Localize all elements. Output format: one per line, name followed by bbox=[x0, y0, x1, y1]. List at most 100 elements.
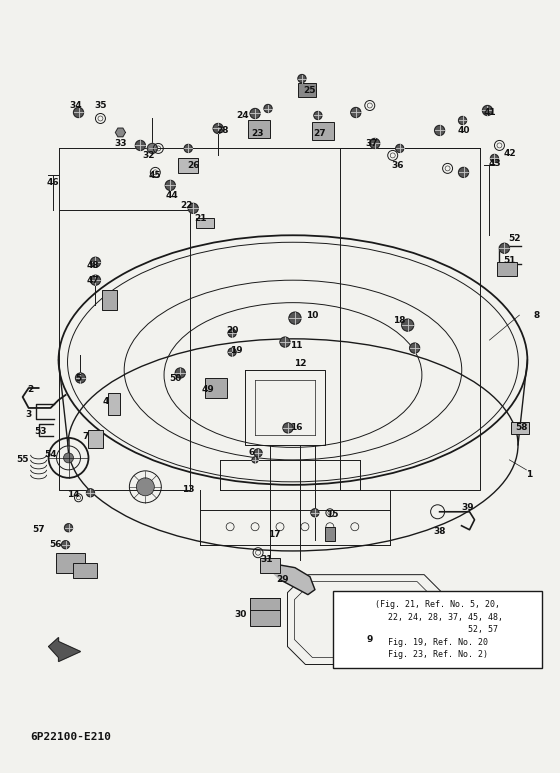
Text: 3: 3 bbox=[26, 410, 32, 420]
Text: 7: 7 bbox=[82, 432, 88, 441]
Text: 55: 55 bbox=[16, 455, 29, 465]
Text: 17: 17 bbox=[268, 530, 281, 540]
Text: 9: 9 bbox=[367, 635, 373, 644]
Text: 29: 29 bbox=[277, 575, 290, 584]
Bar bbox=[72, 563, 97, 577]
Text: 20: 20 bbox=[226, 325, 239, 335]
Circle shape bbox=[63, 453, 73, 463]
Circle shape bbox=[213, 124, 223, 134]
Circle shape bbox=[228, 348, 236, 356]
Circle shape bbox=[289, 312, 301, 324]
Text: 54: 54 bbox=[44, 451, 57, 459]
Bar bbox=[312, 122, 334, 141]
Bar bbox=[109, 393, 120, 415]
Circle shape bbox=[459, 117, 466, 124]
Text: 39: 39 bbox=[461, 503, 474, 512]
Circle shape bbox=[435, 125, 445, 135]
Circle shape bbox=[402, 319, 414, 331]
Text: 40: 40 bbox=[458, 126, 470, 135]
Circle shape bbox=[252, 457, 258, 463]
Polygon shape bbox=[270, 565, 315, 594]
Text: 49: 49 bbox=[202, 386, 214, 394]
Circle shape bbox=[184, 145, 192, 152]
Text: 25: 25 bbox=[304, 86, 316, 95]
Circle shape bbox=[264, 104, 272, 113]
Bar bbox=[325, 526, 335, 541]
Text: 1: 1 bbox=[526, 470, 533, 479]
Text: 35: 35 bbox=[94, 101, 107, 110]
Text: 15: 15 bbox=[325, 510, 338, 519]
Bar bbox=[260, 557, 280, 573]
Text: 6P22100-E210: 6P22100-E210 bbox=[31, 732, 111, 742]
Circle shape bbox=[188, 203, 198, 213]
Bar bbox=[298, 83, 316, 97]
Text: 27: 27 bbox=[314, 129, 326, 138]
Bar bbox=[333, 591, 542, 669]
Text: 46: 46 bbox=[46, 178, 59, 187]
Circle shape bbox=[165, 180, 175, 190]
Text: 14: 14 bbox=[67, 490, 80, 499]
Text: 32: 32 bbox=[142, 151, 155, 160]
Text: 30: 30 bbox=[234, 610, 246, 619]
Circle shape bbox=[76, 373, 86, 383]
Text: 33: 33 bbox=[114, 139, 127, 148]
Text: 2: 2 bbox=[27, 386, 34, 394]
Text: 52: 52 bbox=[508, 233, 521, 243]
Circle shape bbox=[500, 243, 510, 254]
Text: 51: 51 bbox=[503, 256, 516, 264]
Text: 28: 28 bbox=[216, 126, 228, 135]
Circle shape bbox=[459, 168, 469, 177]
Text: 41: 41 bbox=[483, 108, 496, 117]
Text: 44: 44 bbox=[166, 191, 179, 200]
Polygon shape bbox=[115, 128, 125, 137]
Text: 53: 53 bbox=[34, 427, 47, 437]
Circle shape bbox=[62, 541, 69, 549]
Bar bbox=[250, 598, 280, 625]
Text: 10: 10 bbox=[306, 311, 318, 319]
Bar bbox=[102, 290, 118, 310]
Text: 48: 48 bbox=[86, 261, 99, 270]
Circle shape bbox=[91, 275, 100, 285]
Bar bbox=[178, 158, 198, 173]
Text: 37: 37 bbox=[366, 139, 378, 148]
Bar bbox=[88, 430, 104, 448]
Bar bbox=[248, 121, 270, 138]
Circle shape bbox=[283, 423, 293, 433]
Circle shape bbox=[64, 524, 72, 532]
Circle shape bbox=[396, 145, 404, 152]
Text: 5: 5 bbox=[76, 373, 82, 383]
Text: 43: 43 bbox=[488, 159, 501, 168]
Circle shape bbox=[73, 107, 83, 117]
Text: (Fig. 21, Ref. No. 5, 20,
   22, 24, 28, 37, 45, 48,
                  52, 57
Fi: (Fig. 21, Ref. No. 5, 20, 22, 24, 28, 37… bbox=[372, 600, 503, 659]
Bar bbox=[511, 422, 529, 434]
Text: 19: 19 bbox=[230, 346, 242, 355]
Circle shape bbox=[228, 329, 236, 337]
Text: 22: 22 bbox=[180, 201, 193, 209]
Circle shape bbox=[298, 74, 306, 83]
Bar bbox=[196, 218, 214, 228]
Circle shape bbox=[370, 138, 380, 148]
Circle shape bbox=[410, 343, 419, 353]
Text: 11: 11 bbox=[290, 341, 302, 349]
Circle shape bbox=[311, 509, 319, 517]
Text: 6: 6 bbox=[249, 448, 255, 458]
Circle shape bbox=[250, 108, 260, 118]
Circle shape bbox=[254, 449, 262, 457]
Text: 38: 38 bbox=[433, 527, 446, 536]
Text: 45: 45 bbox=[149, 171, 162, 180]
Polygon shape bbox=[49, 638, 81, 662]
Text: 13: 13 bbox=[182, 485, 194, 494]
Text: 26: 26 bbox=[187, 161, 199, 170]
Text: 47: 47 bbox=[86, 276, 99, 284]
Circle shape bbox=[136, 141, 146, 151]
Text: 31: 31 bbox=[261, 555, 273, 564]
Text: 18: 18 bbox=[394, 315, 406, 325]
Text: 42: 42 bbox=[503, 149, 516, 158]
Text: 24: 24 bbox=[236, 111, 249, 120]
Circle shape bbox=[483, 105, 492, 115]
Circle shape bbox=[351, 107, 361, 117]
Bar bbox=[205, 378, 227, 398]
Circle shape bbox=[86, 489, 95, 497]
Text: 16: 16 bbox=[290, 424, 302, 432]
Text: 58: 58 bbox=[515, 424, 528, 432]
